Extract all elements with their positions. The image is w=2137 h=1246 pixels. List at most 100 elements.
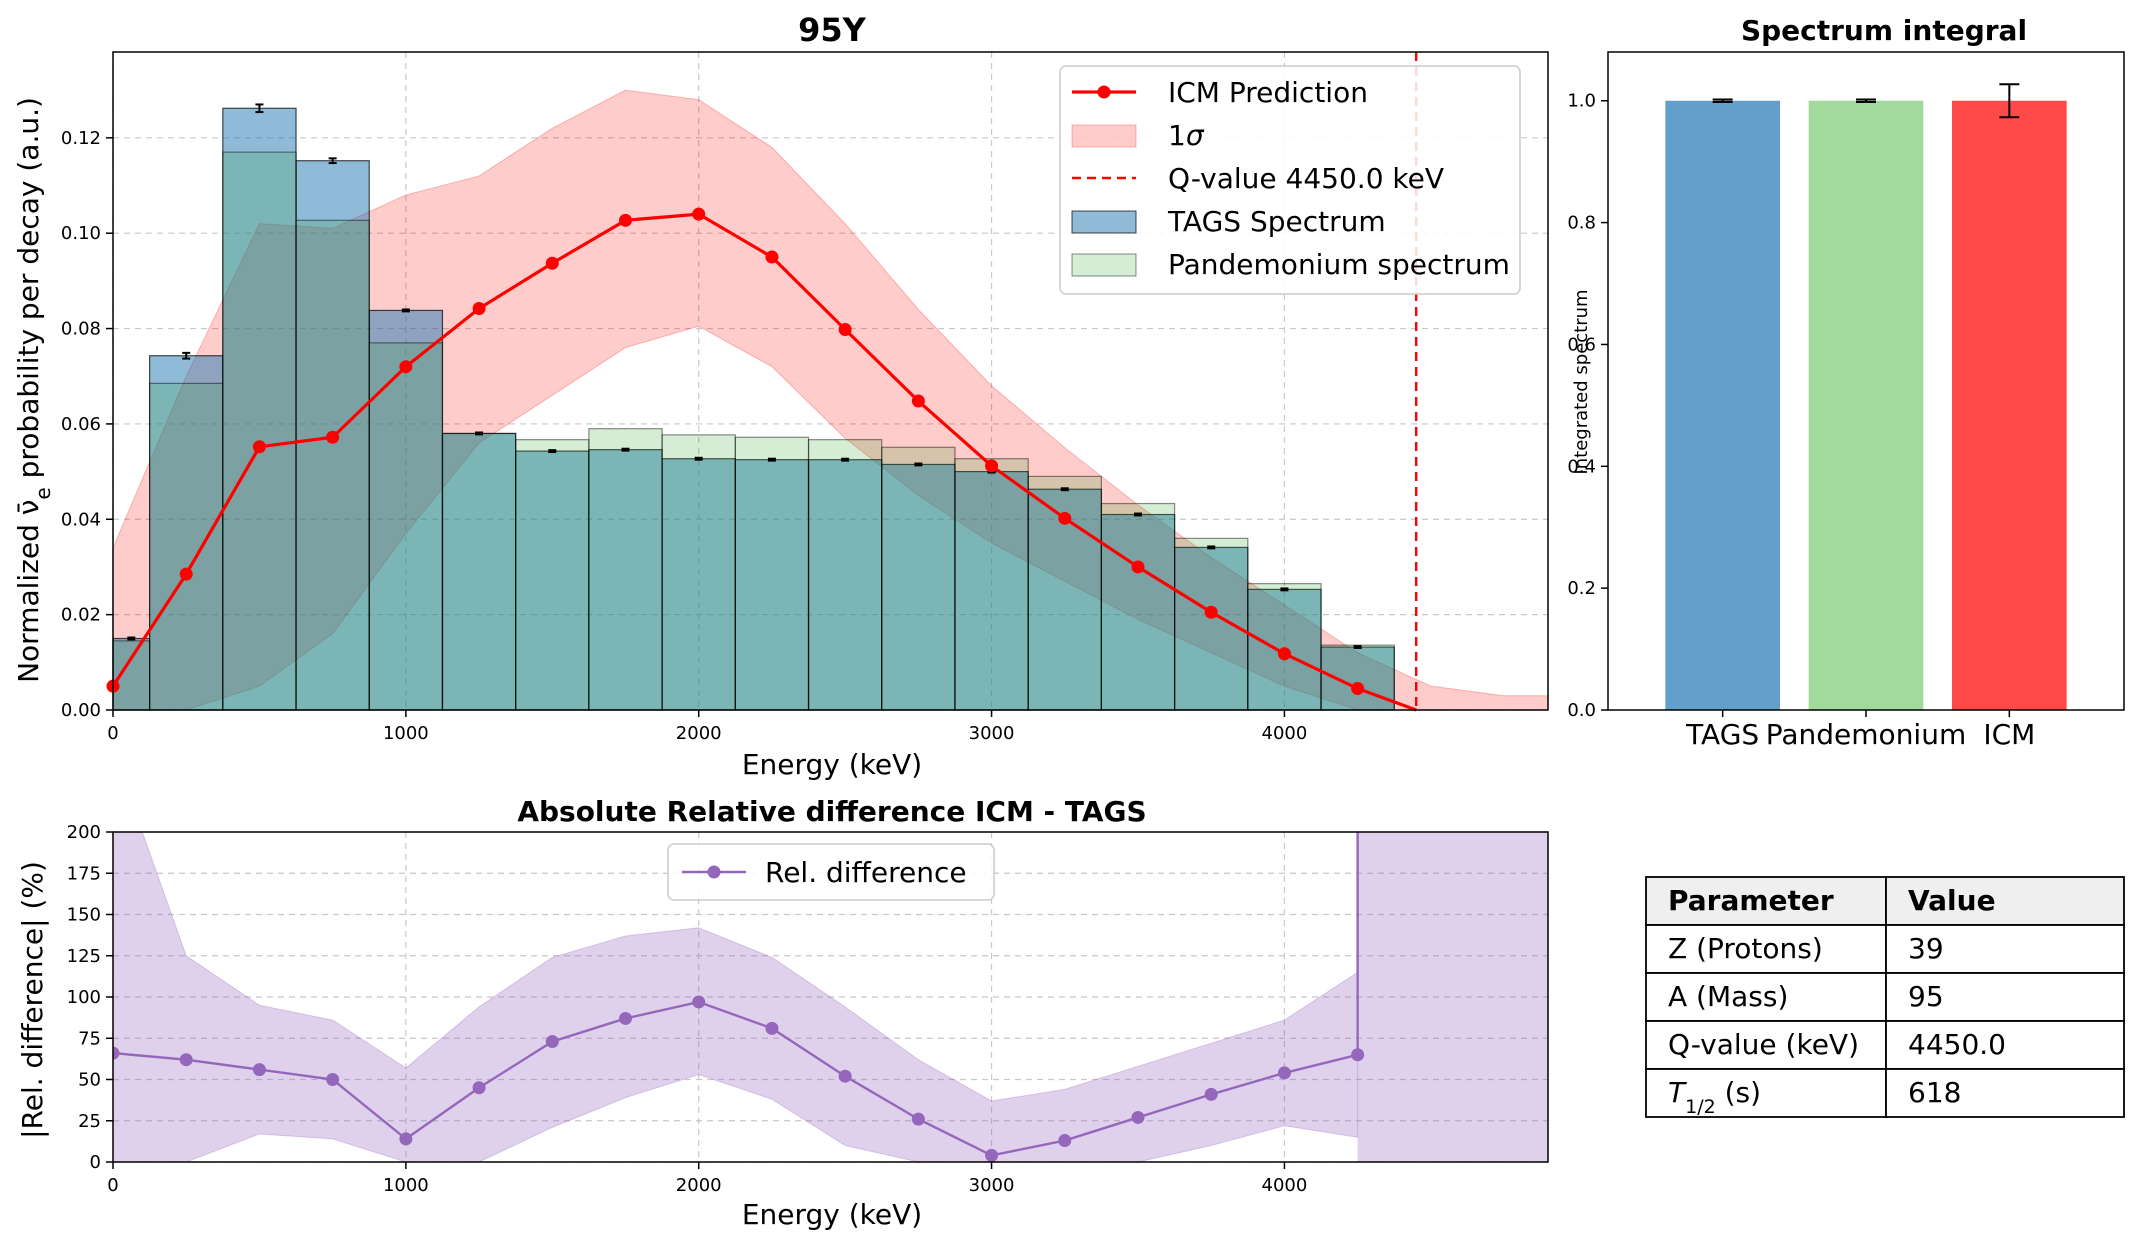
reldiff-title: Absolute Relative difference ICM - TAGS: [517, 795, 1146, 828]
table-header-cell: [1885, 876, 2125, 926]
y-tick-label: 0.2: [1567, 578, 1596, 599]
tags-bar: [1320, 646, 1395, 711]
tags-bar: [661, 458, 736, 711]
y-tick-label: 100: [67, 987, 101, 1008]
integral-bar: [1808, 100, 1924, 711]
icm-point: [911, 394, 925, 408]
reldiff-point: [252, 1063, 266, 1077]
table-cell: [1885, 1068, 2125, 1118]
legend-band-swatch: [1071, 124, 1137, 148]
pandemonium-bar: [661, 434, 736, 711]
spectrum-axes-frame: [112, 51, 1549, 711]
tags-bar: [1174, 546, 1249, 711]
spectrum-ylabel: Normalized ν̄e probability per decay (a.…: [12, 97, 55, 683]
icm-point: [179, 567, 193, 581]
tags-bar: [1100, 513, 1176, 711]
x-tick-label: 4000: [1262, 1175, 1308, 1196]
pandemonium-bar: [807, 439, 883, 711]
icm-point: [472, 302, 486, 316]
reldiff-point: [692, 995, 706, 1009]
icm-point: [985, 459, 999, 473]
legend-label: Q-value 4450.0 keV: [1168, 162, 1444, 195]
icm-point: [252, 440, 266, 454]
icm-point: [1131, 560, 1145, 574]
pandemonium-bar: [1247, 583, 1322, 711]
y-tick-label: 75: [78, 1028, 101, 1049]
icm-point: [619, 213, 632, 227]
reldiff-point: [113, 1046, 120, 1060]
legend-tags-swatch: [1071, 210, 1137, 234]
tags-bar: [588, 449, 663, 711]
parameter-table: Parameter Value Z (Protons) 39 A (Mass) 95 Q-v…: [1645, 876, 2125, 1118]
table-cell: [1645, 1068, 1887, 1118]
table-cell-text: Parameter: [1668, 884, 1834, 917]
reldiff-point: [1351, 1048, 1365, 1062]
y-tick-label: 175: [67, 863, 101, 884]
table-cell-text: Value: [1908, 884, 1996, 917]
pandemonium-bar: [295, 219, 370, 711]
x-tick-label: 4000: [1262, 723, 1308, 744]
y-tick-label: 0.10: [61, 223, 101, 244]
tags-bar: [954, 470, 1029, 711]
table-cell-text: A (Mass): [1668, 980, 1788, 1013]
table-cell-text: Q-value (keV): [1668, 1028, 1859, 1061]
y-tick-label: 1.0: [1567, 91, 1596, 112]
x-tick-label: 2000: [676, 723, 722, 744]
reldiff-band-tail: [1357, 832, 1548, 1162]
pandemonium-bar: [1027, 475, 1102, 711]
y-tick-label: 200: [67, 822, 101, 843]
pandemonium-bar: [588, 428, 663, 711]
table-cell-text: 618: [1908, 1076, 1961, 1109]
reldiff-point: [1204, 1087, 1218, 1101]
reldiff-point: [1277, 1066, 1291, 1080]
y-tick-label: 50: [78, 1070, 101, 1091]
legend-box: [667, 843, 995, 901]
legend-label: TAGS Spectrum: [1167, 205, 1386, 238]
reldiff-point: [326, 1073, 340, 1086]
reldiff-point: [179, 1053, 193, 1067]
category-label: ICM: [1983, 718, 2035, 751]
icm-point: [1351, 682, 1365, 696]
table-cell: [1885, 972, 2125, 1022]
legend-pandemonium-swatch: [1071, 253, 1137, 277]
y-tick-label: 0.00: [61, 700, 101, 721]
legend-icm-marker: [1097, 85, 1111, 99]
y-tick-label: 0.06: [61, 414, 101, 435]
table-cell-text: 4450.0: [1908, 1028, 2006, 1061]
y-tick-label: 0.6: [1567, 334, 1596, 355]
reldiff-point: [545, 1035, 559, 1049]
icm-point: [692, 207, 706, 221]
integral-title: Spectrum integral: [1741, 14, 2027, 47]
x-tick-label: 2000: [676, 1175, 722, 1196]
tags-bar: [1027, 488, 1102, 711]
y-tick-label: 0.8: [1567, 213, 1596, 234]
x-tick-label: 1000: [383, 723, 429, 744]
reldiff-point: [1131, 1110, 1145, 1124]
legend-label: 1σ: [1168, 119, 1205, 152]
pandemonium-bar: [515, 439, 590, 711]
x-tick-label: 0: [107, 1175, 118, 1196]
y-tick-label: 125: [67, 946, 101, 967]
spectrum-legend: ICM Prediction 1σ Q-value 4450.0 keV TAGS S…: [1059, 65, 1521, 295]
pandemonium-bar: [1174, 537, 1249, 711]
integral-bar: [1952, 100, 2067, 711]
icm-point: [1277, 647, 1291, 661]
reldiff-point: [838, 1069, 852, 1083]
table-cell-text: T1/2 (s): [1668, 1076, 1761, 1118]
x-tick-label: 0: [107, 723, 118, 744]
legend-label: Pandemonium spectrum: [1168, 248, 1510, 281]
pandemonium-bar: [222, 151, 297, 711]
reldiff-xlabel: Energy (keV): [742, 1198, 922, 1231]
reldiff-ylabel: |Rel. difference| (%): [16, 861, 49, 1139]
tags-bar: [441, 432, 517, 711]
tags-bar: [222, 107, 297, 711]
integral-ylabel: Integrated spectrum: [1571, 289, 1592, 474]
table-cell: [1645, 972, 1887, 1022]
pandemonium-bar: [149, 382, 224, 711]
legend-box: [1059, 65, 1521, 295]
tags-bar: [807, 459, 883, 711]
reldiff-point: [765, 1021, 779, 1035]
pandemonium-bar: [441, 432, 517, 711]
legend-label: ICM Prediction: [1168, 76, 1368, 109]
